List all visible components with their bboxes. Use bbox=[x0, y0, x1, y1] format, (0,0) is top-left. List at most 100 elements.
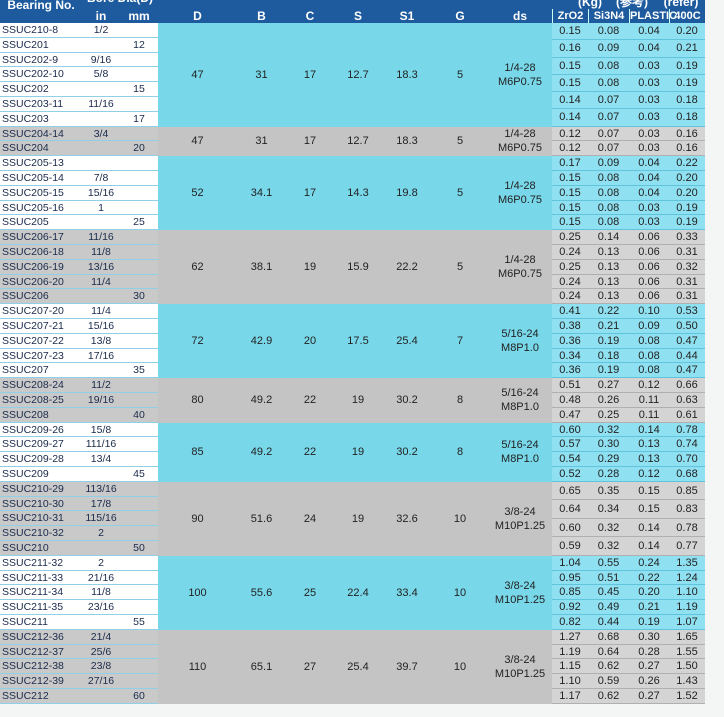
dim-ds: M8P1.0 bbox=[501, 401, 539, 414]
weight-value: 0.51 bbox=[552, 378, 588, 393]
bore-in: 27/16 bbox=[87, 675, 115, 688]
bearing-no: SSUC205-15 bbox=[2, 186, 64, 199]
bearing-row bbox=[0, 541, 158, 556]
weight-value: 0.03 bbox=[629, 92, 669, 110]
bore-in: 9/16 bbox=[90, 53, 112, 66]
dim-s1: 33.4 bbox=[396, 586, 418, 599]
bore-in: 15/8 bbox=[90, 423, 112, 436]
bearing-row bbox=[0, 585, 158, 601]
weight-value: 0.30 bbox=[588, 437, 629, 453]
bearing-no: SSUC207-21 bbox=[2, 320, 64, 332]
bearing-no: SSUC212-36 bbox=[2, 630, 64, 643]
weight-value: 1.10 bbox=[669, 585, 705, 601]
weight-value: 0.35 bbox=[588, 482, 629, 501]
weight-value: 0.14 bbox=[629, 519, 669, 538]
weight-value: 0.65 bbox=[552, 482, 588, 501]
bore-mm: 12 bbox=[133, 38, 145, 51]
weight-value: 0.27 bbox=[629, 659, 669, 675]
weight-value: 0.44 bbox=[669, 349, 705, 364]
column-header: PLASTIC bbox=[629, 9, 678, 23]
weight-value: 0.22 bbox=[629, 571, 669, 586]
weight-value: 1.65 bbox=[669, 630, 705, 645]
bearing-no: SSUC207-22 bbox=[2, 334, 64, 347]
bearing-row bbox=[0, 230, 158, 245]
bearing-row bbox=[0, 452, 158, 467]
weight-value: 0.08 bbox=[629, 349, 669, 364]
weight-value: 0.13 bbox=[588, 275, 629, 290]
dim-g: 8 bbox=[456, 446, 464, 459]
bore-mm: 55 bbox=[133, 616, 145, 628]
dim-g: 5 bbox=[456, 187, 464, 200]
weight-value: 0.03 bbox=[629, 127, 669, 142]
dim-g: 5 bbox=[456, 261, 464, 274]
bore-in: 13/4 bbox=[90, 453, 112, 466]
bore-in: 11/8 bbox=[91, 246, 111, 258]
dim-d: 52 bbox=[191, 187, 204, 200]
weight-value: 0.48 bbox=[552, 393, 588, 408]
weight-value: 0.85 bbox=[669, 482, 705, 501]
weight-value: 0.03 bbox=[629, 58, 669, 75]
group-dims bbox=[158, 126, 552, 157]
weight-value: 0.34 bbox=[552, 349, 588, 364]
bearing-no: SSUC210-29 bbox=[2, 482, 64, 495]
bearing-row bbox=[0, 378, 158, 393]
bore-in: 113/16 bbox=[85, 482, 117, 495]
weight-value: 0.26 bbox=[629, 674, 669, 689]
header-cell: (refer) bbox=[663, 0, 699, 9]
bearing-row bbox=[0, 393, 158, 408]
bearing-row bbox=[0, 526, 158, 541]
dim-c: 19 bbox=[303, 261, 317, 274]
weight-value: 0.47 bbox=[669, 363, 705, 379]
bearing-row bbox=[0, 674, 158, 689]
dim-d: 100 bbox=[188, 586, 207, 599]
weight-value: 1.15 bbox=[552, 659, 588, 675]
weight-value: 0.82 bbox=[552, 615, 588, 630]
bore-mm: 60 bbox=[133, 690, 145, 702]
bearing-no: SSUC205-14 bbox=[2, 172, 64, 184]
weight-value: 0.12 bbox=[629, 467, 669, 482]
weight-value: 0.33 bbox=[669, 230, 705, 245]
group-weights bbox=[552, 378, 705, 423]
bearing-no: SSUC207 bbox=[2, 364, 49, 377]
weight-value: 0.14 bbox=[588, 230, 629, 245]
bore-in: 17/8 bbox=[90, 497, 112, 510]
bore-in: 15/16 bbox=[87, 320, 115, 332]
group-left bbox=[0, 481, 158, 556]
bearing-row bbox=[0, 156, 158, 171]
group-dims bbox=[158, 481, 552, 556]
weight-value: 0.19 bbox=[629, 615, 669, 630]
dim-s: 12.7 bbox=[347, 68, 369, 81]
dim-ds: M6P0.75 bbox=[497, 75, 543, 88]
weight-value: 0.45 bbox=[588, 585, 629, 601]
bearing-row bbox=[0, 304, 158, 319]
weight-value: 0.32 bbox=[588, 519, 629, 538]
dim-b: 49.2 bbox=[250, 394, 273, 407]
column-header: S1 bbox=[399, 9, 415, 23]
column-header: G bbox=[455, 9, 465, 23]
weight-value: 0.15 bbox=[552, 171, 588, 186]
bearing-row bbox=[0, 319, 158, 334]
weight-value: 0.20 bbox=[629, 585, 669, 601]
bearing-no: SSUC202 bbox=[2, 83, 49, 96]
weight-value: 0.52 bbox=[552, 467, 588, 482]
dim-g: 5 bbox=[456, 68, 464, 81]
header-cell: Bearing No. bbox=[0, 0, 82, 20]
weight-value: 1.35 bbox=[669, 556, 705, 571]
weight-value: 1.10 bbox=[552, 674, 588, 689]
weight-value: 1.55 bbox=[669, 645, 705, 660]
weight-value: 0.61 bbox=[669, 408, 705, 423]
weight-value: 1.17 bbox=[552, 689, 588, 704]
bearing-row bbox=[0, 171, 158, 186]
weight-value: 0.70 bbox=[669, 452, 705, 467]
dim-b: 42.9 bbox=[250, 335, 273, 348]
weight-value: 0.25 bbox=[552, 230, 588, 245]
weight-value: 0.44 bbox=[588, 615, 629, 630]
bearing-no: SSUC210 bbox=[2, 542, 49, 554]
dim-b: 31 bbox=[255, 68, 268, 81]
weight-value: 0.06 bbox=[629, 275, 669, 290]
dim-d: 80 bbox=[191, 394, 204, 407]
weight-value: 0.08 bbox=[588, 58, 629, 75]
weight-value: 0.78 bbox=[669, 519, 705, 538]
bearing-row bbox=[0, 600, 158, 615]
